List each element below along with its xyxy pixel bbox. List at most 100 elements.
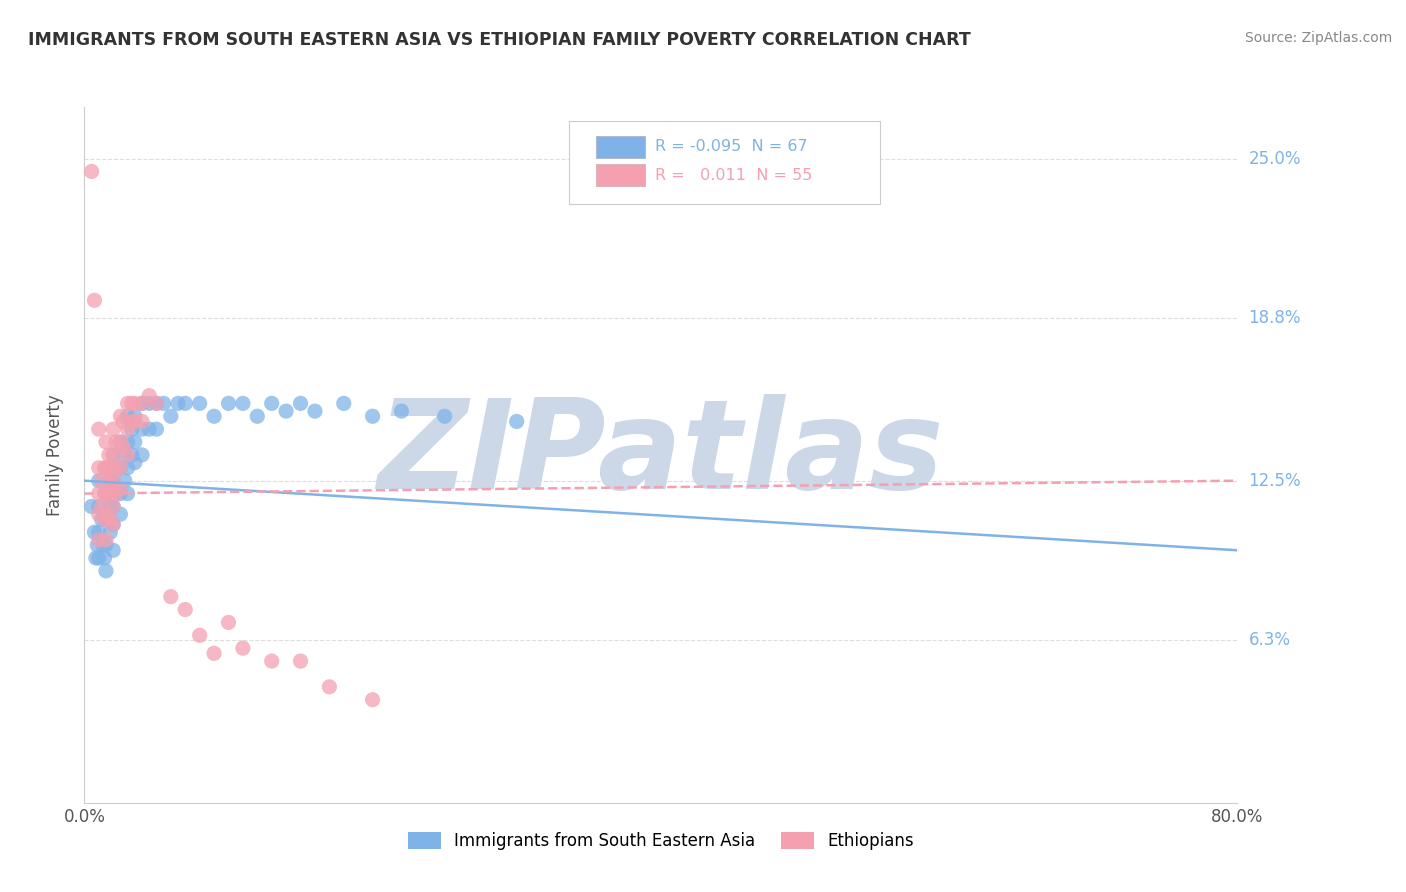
Point (110, 460, 132, 475)
Point (290, 396, 312, 410)
Point (93, 486, 115, 500)
Point (131, 414, 153, 428)
Point (260, 396, 283, 410)
Point (124, 435, 146, 450)
Point (117, 460, 139, 475)
Point (276, 404, 298, 418)
Point (110, 507, 132, 521)
Point (87, 486, 110, 500)
Text: ZIPatlas: ZIPatlas (378, 394, 943, 516)
Point (361, 692, 384, 706)
Point (93, 551, 115, 566)
Point (124, 409, 146, 424)
Point (90, 474, 112, 488)
Text: Source: ZipAtlas.com: Source: ZipAtlas.com (1244, 31, 1392, 45)
Point (160, 590, 183, 604)
Point (94, 512, 117, 526)
Point (94, 460, 117, 475)
Text: 12.5%: 12.5% (1249, 472, 1301, 490)
Point (138, 389, 160, 403)
FancyBboxPatch shape (596, 164, 645, 186)
Point (94, 486, 117, 500)
Point (98, 500, 121, 514)
Legend: Immigrants from South Eastern Asia, Ethiopians: Immigrants from South Eastern Asia, Ethi… (401, 826, 921, 857)
Point (117, 396, 139, 410)
Point (90, 500, 112, 514)
Text: 18.8%: 18.8% (1249, 310, 1301, 327)
Point (152, 396, 174, 410)
Point (167, 396, 190, 410)
Point (110, 460, 132, 475)
Point (98, 460, 121, 475)
Point (117, 435, 139, 450)
Point (121, 414, 143, 428)
Point (131, 396, 153, 410)
Text: IMMIGRANTS FROM SOUTH EASTERN ASIA VS ETHIOPIAN FAMILY POVERTY CORRELATION CHART: IMMIGRANTS FROM SOUTH EASTERN ASIA VS ET… (28, 31, 972, 49)
Point (304, 404, 326, 418)
Point (117, 486, 139, 500)
Point (232, 641, 254, 656)
Text: R =   0.011  N = 55: R = 0.011 N = 55 (655, 168, 813, 183)
Point (90, 512, 112, 526)
Point (114, 448, 136, 462)
Point (232, 396, 254, 410)
Point (246, 409, 269, 424)
Point (94, 460, 117, 475)
Point (290, 654, 312, 668)
Point (110, 435, 132, 450)
Point (83, 525, 105, 540)
Point (105, 460, 128, 475)
Point (117, 422, 139, 436)
Point (103, 543, 124, 558)
Point (110, 409, 132, 424)
Point (103, 500, 124, 514)
Point (318, 680, 340, 694)
Point (121, 396, 143, 410)
FancyBboxPatch shape (596, 136, 645, 158)
Point (94, 486, 117, 500)
Point (110, 486, 132, 500)
Point (105, 486, 128, 500)
Point (174, 602, 197, 616)
Point (94, 533, 117, 547)
Point (103, 448, 124, 462)
Point (131, 448, 153, 462)
Point (87, 500, 110, 514)
Point (83, 293, 105, 308)
Point (138, 396, 160, 410)
Point (87, 533, 110, 547)
Point (124, 456, 146, 470)
Point (121, 422, 143, 436)
Point (93, 512, 115, 526)
Point (333, 396, 356, 410)
Point (87, 525, 110, 540)
Point (97, 474, 120, 488)
Point (202, 646, 225, 660)
Point (145, 422, 167, 436)
Point (87, 422, 110, 436)
Point (124, 414, 146, 428)
Point (105, 435, 128, 450)
Point (103, 474, 124, 488)
Point (260, 654, 283, 668)
Point (391, 404, 413, 418)
Point (97, 448, 120, 462)
Point (80, 500, 103, 514)
Point (188, 396, 211, 410)
Point (112, 440, 135, 454)
Point (218, 396, 240, 410)
Point (94, 564, 117, 578)
Point (94, 435, 117, 450)
Point (86, 538, 108, 552)
Point (94, 507, 117, 521)
Point (80, 164, 103, 178)
Point (138, 422, 160, 436)
Point (361, 409, 384, 424)
Point (188, 628, 211, 642)
Point (114, 474, 136, 488)
Point (433, 409, 456, 424)
Point (160, 409, 183, 424)
Point (84, 551, 107, 566)
Point (98, 512, 121, 526)
Point (202, 409, 225, 424)
